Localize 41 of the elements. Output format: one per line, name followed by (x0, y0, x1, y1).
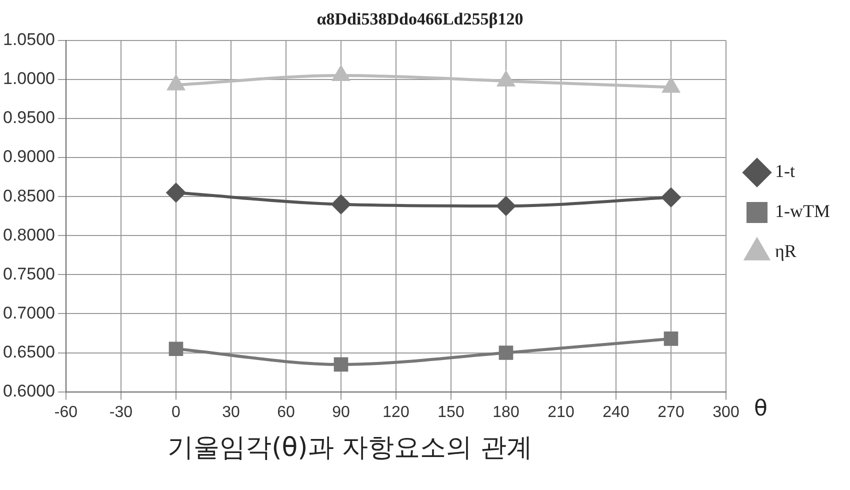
y-tick-label: 0.8000 (2, 225, 55, 244)
y-tick-label: 0.6000 (2, 381, 55, 400)
text: 기울임각(θ)과 자항요소의 관계 (166, 432, 534, 465)
point (332, 66, 350, 82)
point (166, 183, 186, 202)
y-tick-label: 0.7500 (2, 264, 55, 284)
x-tick-label: -60 (54, 404, 78, 421)
x-tick-label: 60 (277, 404, 295, 421)
legend-label: 1-wTM (775, 201, 830, 222)
point (334, 357, 348, 372)
y-tick-label: 1.0000 (2, 69, 55, 88)
point (498, 346, 514, 360)
point (332, 194, 350, 214)
point (496, 196, 516, 216)
y-tick-label: 0.9000 (2, 147, 55, 166)
point (664, 332, 678, 346)
x-tick-label: 270 (658, 404, 684, 421)
x-tick-label: 180 (492, 404, 520, 421)
y-tick-label: 0.8500 (2, 186, 55, 206)
legend-label: 1-t (775, 161, 796, 182)
y-tick-label: 0.7000 (2, 303, 55, 322)
x-tick-label: 90 (332, 404, 350, 421)
y-tick-label: 0.6500 (2, 342, 55, 362)
x-tick-label: 0 (172, 404, 181, 421)
x-tick-label: 210 (548, 404, 574, 421)
x-tick-label: -30 (109, 404, 133, 421)
x-tick-label: 150 (438, 404, 464, 421)
chart-title: α8Ddi538Ddo466Ld255β120 (316, 10, 524, 29)
point (662, 188, 681, 207)
y-tick-label: 0.9500 (2, 108, 55, 128)
point (662, 78, 680, 93)
x-tick-label: 30 (222, 404, 240, 421)
x-tick-label: 120 (382, 404, 410, 421)
point (168, 342, 184, 356)
x-axis-title: θ (754, 396, 768, 422)
x-tick-label: 300 (712, 404, 740, 421)
legend-label: ηR (775, 241, 796, 262)
point (168, 75, 184, 90)
point (498, 72, 514, 87)
x-tick-label: 240 (602, 404, 630, 421)
y-tick-label: 1.0500 (2, 30, 55, 50)
